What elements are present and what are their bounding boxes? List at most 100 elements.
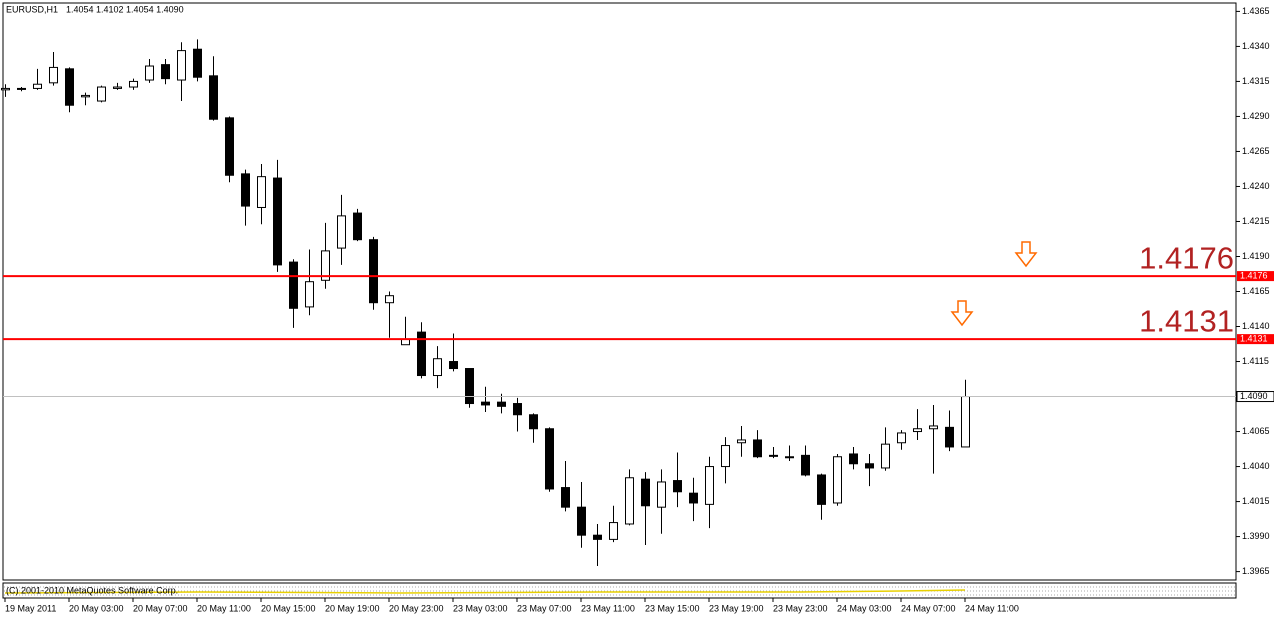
y-tick-label: 1.3990 xyxy=(1242,531,1270,541)
candle-body xyxy=(513,403,522,416)
candle-body xyxy=(561,487,570,508)
level-box-label: 1.4131 xyxy=(1240,333,1268,343)
level-label: 1.4131 xyxy=(1139,303,1234,338)
bid-box xyxy=(1236,391,1274,403)
y-tick-label: 1.4065 xyxy=(1242,426,1270,436)
x-tick-label: 20 May 03:00 xyxy=(69,603,124,613)
candle-body xyxy=(641,478,650,507)
candle-body xyxy=(241,173,250,207)
candle-body xyxy=(929,425,938,430)
candle-body xyxy=(817,474,826,505)
candle-body xyxy=(385,295,394,304)
price-pane xyxy=(2,2,1237,581)
candle-body xyxy=(913,428,922,433)
y-tick-label: 1.4215 xyxy=(1242,216,1270,226)
candle-body xyxy=(449,361,458,370)
x-tick-label: 20 May 07:00 xyxy=(133,603,188,613)
candle-body xyxy=(337,215,346,249)
candle-body xyxy=(769,454,778,457)
candle-body xyxy=(833,456,842,504)
candle-body xyxy=(529,414,538,430)
candle-body xyxy=(321,250,330,281)
x-tick-label: 23 May 11:00 xyxy=(581,603,635,613)
candle-body xyxy=(225,117,234,176)
candle-body xyxy=(177,50,186,81)
candle-body xyxy=(657,481,666,508)
y-tick-label: 1.4340 xyxy=(1242,41,1270,51)
level-box xyxy=(1237,334,1274,345)
x-tick-label: 24 May 03:00 xyxy=(837,603,892,613)
level-label: 1.4176 xyxy=(1139,240,1234,275)
x-tick-label: 23 May 19:00 xyxy=(709,603,764,613)
candle-body xyxy=(161,64,170,80)
candle-body xyxy=(49,66,58,84)
quote: 1.4054 1.4102 1.4054 1.4090 xyxy=(66,4,184,14)
y-tick-label: 1.4315 xyxy=(1242,76,1270,86)
y-tick-label: 1.4265 xyxy=(1242,146,1270,156)
candle-body xyxy=(801,454,810,476)
candle-body xyxy=(897,432,906,444)
candle-body xyxy=(209,75,218,120)
candle-body xyxy=(721,445,730,468)
candle-body xyxy=(273,177,282,266)
candle-body xyxy=(849,453,858,465)
y-tick-label: 1.3965 xyxy=(1242,566,1270,576)
x-tick-label: 20 May 11:00 xyxy=(197,603,251,613)
indicator-line xyxy=(4,589,966,594)
x-tick-label: 19 May 2011 xyxy=(5,603,56,613)
candle-body xyxy=(577,506,586,536)
candle-body xyxy=(433,358,442,377)
bid-box-label: 1.4090 xyxy=(1240,391,1268,401)
candle-body xyxy=(945,426,954,448)
candle-body xyxy=(257,176,266,208)
candle-body xyxy=(289,261,298,309)
x-tick-label: 23 May 15:00 xyxy=(645,603,700,613)
y-tick-label: 1.4115 xyxy=(1242,356,1269,366)
symbol: EURUSD,H1 xyxy=(6,4,58,14)
x-tick-label: 23 May 03:00 xyxy=(453,603,508,613)
level-box-label: 1.4176 xyxy=(1240,270,1268,280)
candle-body xyxy=(865,463,874,469)
x-tick-label: 20 May 15:00 xyxy=(261,603,316,613)
candle-body xyxy=(593,534,602,540)
arrow xyxy=(950,241,1038,327)
candle-body xyxy=(497,401,506,407)
candle-body xyxy=(673,480,682,493)
copyright: (C) 2001-2010 MetaQuotes Software Corp. xyxy=(6,585,178,595)
candle-body xyxy=(609,522,618,540)
level-box xyxy=(1237,271,1274,282)
candle-body xyxy=(97,86,106,102)
candle-body xyxy=(129,80,138,88)
candle-body xyxy=(737,439,746,444)
candle-body xyxy=(81,94,90,98)
x-tick-label: 20 May 23:00 xyxy=(389,603,444,613)
x-tick-label: 24 May 07:00 xyxy=(901,603,956,613)
candle-body xyxy=(369,239,378,304)
candle-body xyxy=(753,439,762,458)
x-tick-label: 20 May 19:00 xyxy=(325,603,380,613)
candle-body xyxy=(17,87,26,90)
candle-body xyxy=(145,65,154,81)
candle-body xyxy=(305,281,314,308)
y-tick-label: 1.4165 xyxy=(1242,286,1270,296)
y-tick-label: 1.4140 xyxy=(1242,321,1270,331)
x-tick-label: 23 May 07:00 xyxy=(517,603,572,613)
y-tick-label: 1.4290 xyxy=(1242,111,1270,121)
candle-body xyxy=(481,401,490,406)
y-tick-label: 1.4040 xyxy=(1242,461,1270,471)
candle-body xyxy=(113,86,122,89)
candle-body xyxy=(689,492,698,504)
x-tick-label: 23 May 23:00 xyxy=(773,603,828,613)
candle-body xyxy=(65,68,74,106)
candle-body xyxy=(625,477,634,525)
candle-body xyxy=(545,428,554,490)
candle-body xyxy=(705,466,714,505)
candle-body xyxy=(785,456,794,459)
candle-body xyxy=(417,331,426,377)
candle-body xyxy=(33,83,42,89)
y-tick-label: 1.4240 xyxy=(1242,181,1270,191)
y-tick-label: 1.4190 xyxy=(1242,251,1270,261)
candle-body xyxy=(353,212,362,241)
candle-body xyxy=(193,48,202,78)
